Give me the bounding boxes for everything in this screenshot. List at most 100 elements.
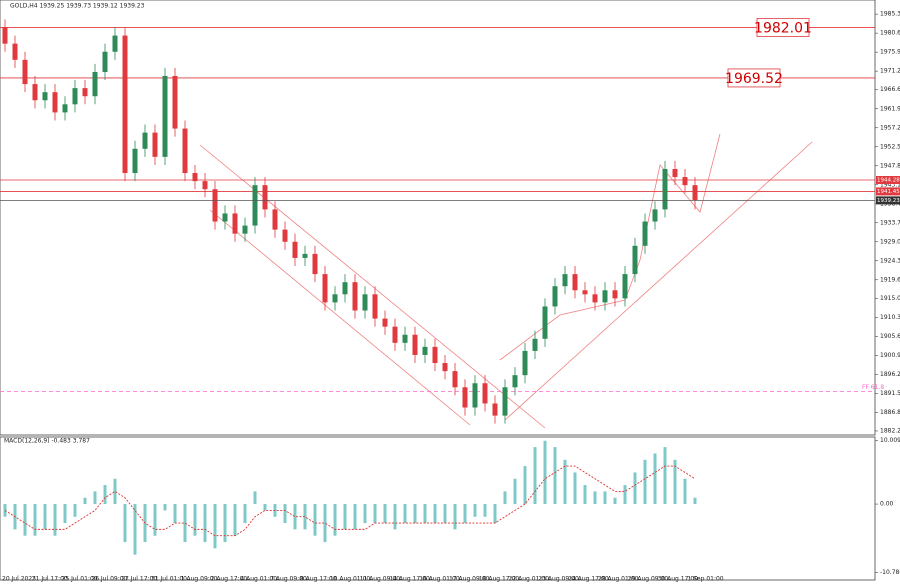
macd-bar [343, 504, 347, 530]
macd-bar [633, 472, 637, 505]
candle-body [192, 173, 198, 182]
y-tick-label: 1961.90 [880, 105, 900, 112]
candle-body [462, 387, 468, 408]
macd-bar [393, 504, 397, 530]
chart-title: GOLD,H4 1939.25 1939.73 1939.12 1939.23 [10, 3, 145, 10]
y-tick-label: 1905.60 [880, 333, 900, 340]
macd-bar [313, 504, 317, 536]
macd-bar [43, 504, 47, 530]
macd-bar [433, 504, 437, 524]
candle-body [332, 294, 338, 303]
macd-bar [123, 504, 127, 543]
macd-bar [363, 504, 367, 524]
candle-body [342, 282, 348, 295]
macd-bar [293, 504, 297, 530]
macd-bar [423, 504, 427, 524]
macd-bar [193, 504, 197, 536]
candle-body [282, 229, 288, 242]
candle-body [52, 92, 58, 113]
y-tick-label: 1947.80 [880, 162, 900, 169]
candle-body [452, 371, 458, 388]
macd-bar [543, 440, 547, 505]
x-tick-label: 10 Aug 01:00 [330, 576, 371, 583]
macd-bar [353, 504, 357, 530]
candle-body [382, 318, 388, 327]
macd-bar [563, 459, 567, 505]
macd-bar [533, 447, 537, 505]
y-tick-label: 1975.90 [880, 49, 900, 56]
current-price-box [876, 196, 900, 205]
candle-body [402, 334, 408, 343]
macd-bar [153, 504, 157, 536]
macd-bar [203, 504, 207, 543]
x-tick-label: 29 Aug 09:00 [628, 576, 669, 583]
macd-bar [623, 485, 627, 505]
macd-bar [473, 504, 477, 517]
level-label: 1969.52 [725, 71, 783, 87]
projection [499, 133, 721, 361]
macd-bar [483, 504, 487, 517]
candle-body [372, 294, 378, 319]
candle-body [592, 294, 598, 303]
y-tick-label: 1980.60 [880, 30, 900, 37]
candle-body [432, 346, 438, 364]
candle-body [502, 387, 508, 416]
candle-body [582, 290, 588, 295]
candle-body [672, 168, 678, 178]
y-tick-label: 1886.80 [880, 409, 900, 416]
macd-bar [403, 504, 407, 524]
y-tick-label: 1971.20 [880, 68, 900, 75]
x-tick-label: 21 Jul 17:00 [32, 576, 68, 583]
candle-body [2, 27, 8, 44]
x-tick-label: 26 Jul 09:00 [91, 576, 127, 583]
candle-body [152, 132, 158, 157]
support-line [504, 141, 813, 421]
macd-bar [673, 459, 677, 505]
macd-bar [643, 459, 647, 505]
y-tick-label: 10.009 [880, 437, 900, 444]
candle-body [62, 104, 68, 113]
candle-body [562, 274, 568, 287]
macd-bar [263, 504, 267, 511]
candle-body [132, 148, 138, 174]
candle-body [642, 221, 648, 246]
candle-body [662, 168, 668, 210]
macd-bar [163, 504, 167, 511]
macd-bar [73, 504, 77, 517]
y-tick-label: 1924.30 [880, 257, 900, 264]
current-price-label: 1939.23 [877, 198, 900, 204]
x-tick-label: 23 Aug 09:00 [538, 576, 579, 583]
x-tick-label: 18 Aug 17:00 [479, 576, 520, 583]
macd-bar [583, 485, 587, 505]
candle-body [162, 76, 168, 157]
candle-body [262, 185, 268, 210]
macd-bar [523, 466, 527, 505]
candle-body [652, 209, 658, 222]
candle-body [312, 253, 318, 275]
candle-body [392, 326, 398, 343]
candle-body [632, 245, 638, 275]
candle-body [42, 92, 48, 101]
level-box [756, 18, 810, 37]
candle-body [442, 363, 448, 372]
candle-body [182, 128, 188, 174]
x-tick-label: 16 Aug 01:00 [419, 576, 460, 583]
channel-lower [209, 209, 471, 426]
y-tick-label: 1896.20 [880, 371, 900, 378]
y-tick-label: 1915.00 [880, 295, 900, 302]
candle-body [422, 346, 428, 355]
candle-body [602, 290, 608, 303]
macd-bar [333, 504, 337, 536]
macd-bar [283, 504, 287, 524]
candle-body [272, 209, 278, 230]
x-tick-label: 8 Aug 17:00 [300, 576, 337, 583]
candle-body [232, 213, 238, 234]
price-box [876, 187, 900, 196]
x-tick-label: 30 Aug 17:00 [658, 576, 699, 583]
y-tick-label: 1919.60 [880, 276, 900, 283]
x-tick-label: 20 Jul 2023 [2, 576, 36, 583]
candle-body [542, 306, 548, 339]
macd-bar [663, 447, 667, 505]
macd-bar [323, 504, 327, 543]
candle-body [22, 59, 28, 85]
